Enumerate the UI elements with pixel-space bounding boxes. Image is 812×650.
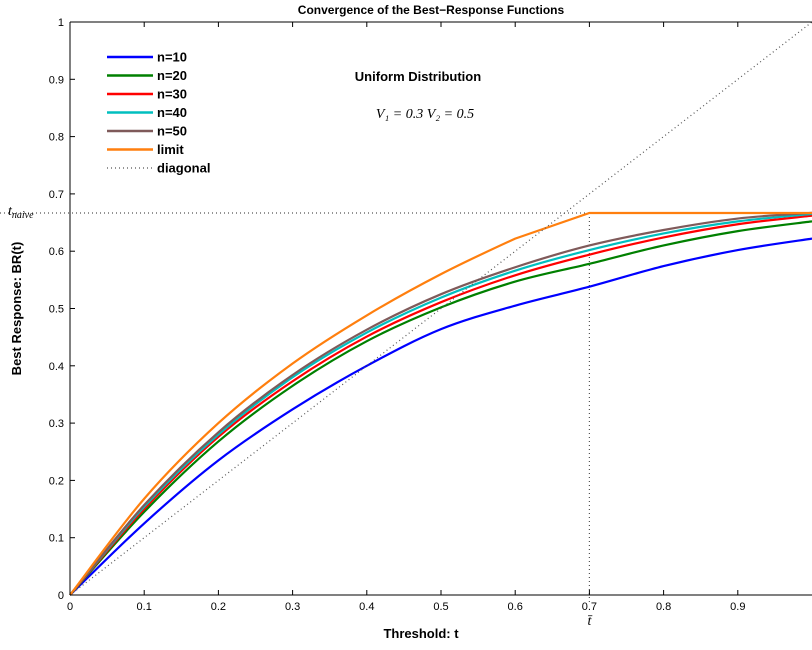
series-line-limit <box>69 211 812 596</box>
y-tick-label: 0.5 <box>49 304 64 316</box>
legend-label: diagonal <box>157 161 210 176</box>
legend-label: n=40 <box>157 105 187 120</box>
legend-label: n=50 <box>157 124 187 139</box>
x-tick-label: 0.3 <box>285 601 300 613</box>
x-tick-label: 0.2 <box>211 601 226 613</box>
series-line-diagonal <box>69 21 812 596</box>
series-line-n30 <box>69 214 812 596</box>
params-annotation: V₁ = 0.3 V₂ = 0.5 <box>376 107 474 122</box>
x-tick-label: 0.7 <box>582 601 597 613</box>
series-line-n40 <box>69 212 812 596</box>
chart-title: Convergence of the Best−Response Functio… <box>298 3 565 17</box>
legend-label: limit <box>157 142 184 157</box>
series-line-n20 <box>69 220 812 596</box>
y-tick-label: 0.1 <box>49 533 64 545</box>
t-bar-label: t̄ <box>587 614 593 629</box>
x-tick-label: 0.1 <box>137 601 152 613</box>
legend-label: n=30 <box>157 87 187 102</box>
legend: n=10 n=20 n=30 n=40 n=50 limit diagonal <box>107 50 210 176</box>
distribution-annotation: Uniform Distribution <box>355 69 481 84</box>
x-axis-ticks: 0 0.1 0.2 0.3 0.4 0.5 0.6 0.7 0.8 0.9 <box>67 22 745 613</box>
y-tick-label: 0 <box>58 590 64 602</box>
series-line-n10 <box>69 237 812 596</box>
y-tick-label: 0.4 <box>49 361 64 373</box>
legend-label: n=10 <box>157 50 187 65</box>
x-tick-label: 0.4 <box>359 601 374 613</box>
y-axis-ticks: 0 0.1 0.2 0.3 0.4 0.5 0.6 0.7 0.8 0.9 1 <box>49 17 75 602</box>
y-tick-label: 0.7 <box>49 189 64 201</box>
y-tick-label: 0.6 <box>49 246 64 258</box>
series-layer <box>69 21 812 596</box>
series-line-n50 <box>69 211 812 596</box>
x-tick-label: 0.9 <box>730 601 745 613</box>
x-axis-label: Threshold: t <box>383 626 459 641</box>
t-naive-label: tnaive <box>8 204 34 221</box>
x-tick-label: 0.5 <box>433 601 448 613</box>
y-tick-label: 1 <box>58 17 64 29</box>
x-tick-label: 0.6 <box>508 601 523 613</box>
y-tick-label: 0.8 <box>49 132 64 144</box>
t-naive-subscript: naive <box>12 210 34 221</box>
legend-label: n=20 <box>157 68 187 83</box>
y-tick-label: 0.3 <box>49 418 64 430</box>
t-naive-main: t <box>8 204 13 219</box>
x-tick-label: 0 <box>67 601 73 613</box>
x-tick-label: 0.8 <box>656 601 671 613</box>
y-axis-label: Best Response: BR(t) <box>9 242 24 376</box>
y-tick-label: 0.2 <box>49 475 64 487</box>
y-tick-label: 0.9 <box>49 74 64 86</box>
